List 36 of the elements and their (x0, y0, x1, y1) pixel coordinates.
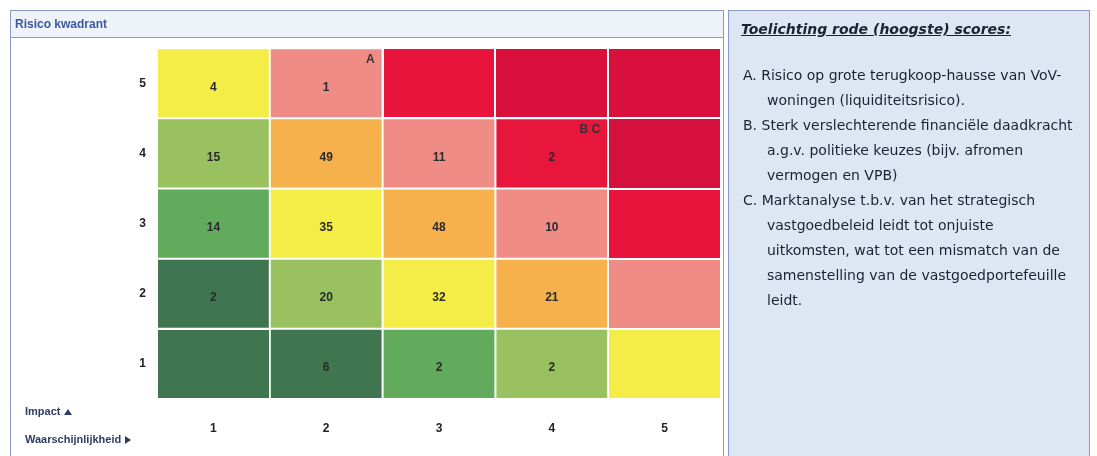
data-label: 35 (319, 219, 334, 234)
data-label: 2 (435, 360, 443, 375)
text: A (365, 51, 375, 66)
text: Impact (25, 405, 61, 417)
x-tick-label: 4 (548, 420, 556, 435)
y-tick-label: 3 (139, 215, 147, 230)
data-label: 21 (545, 290, 559, 305)
chart-title: Risico kwadrant (11, 11, 723, 38)
data-label: 20 (319, 290, 334, 305)
y-tick-label: 2 (139, 286, 147, 301)
y-tick-label: 4 (139, 145, 147, 160)
annotation: B C (579, 121, 601, 136)
x-tick-label: 3 (435, 420, 443, 435)
data-label: 10 (545, 219, 559, 234)
data-label: 1 (322, 79, 330, 94)
x-axis-title: Waarschijnlijkheid (25, 433, 122, 445)
data-label: 4 (210, 79, 218, 94)
data-label: 14 (206, 219, 221, 234)
text: B. Sterk verslechterende financiële daadkracht a.g.v. politieke keuzes (bijv. afromen vermogen en VPB) (743, 116, 1074, 185)
data-label: 11 (432, 149, 446, 164)
data-label: 2 (548, 149, 556, 164)
text: A. Risico op grote terugkoop-hausse van VoV-woningen (liquiditeitsrisico). (743, 66, 1063, 110)
data-label: 15 (206, 149, 221, 164)
data-label: 6 (322, 360, 330, 375)
data-label: 49 (319, 149, 334, 164)
y-tick-label: 1 (139, 356, 147, 371)
x-tick-label: 2 (322, 420, 330, 435)
data-label: 32 (432, 290, 446, 305)
text: C. Marktanalyse t.b.v. van het strategisch vastgoedbeleid leidt tot onjuiste uitkomsten, wat tot een mismatch van de samenstelling van de vastgoedportefeuille leidt. (743, 191, 1068, 310)
data-label: 2 (210, 290, 218, 305)
x-tick-label: 5 (661, 420, 669, 435)
x-tick-label: 1 (210, 420, 218, 435)
data-label: 48 (432, 219, 446, 234)
text: Toelichting rode (hoogste) scores: (741, 21, 1012, 37)
data-label: 2 (548, 360, 556, 375)
y-tick-label: 5 (139, 75, 147, 90)
